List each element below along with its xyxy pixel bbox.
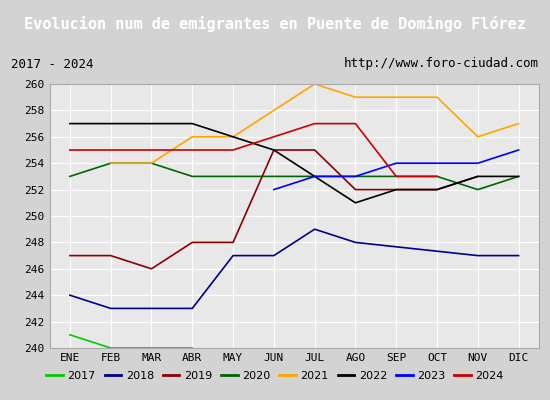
- Text: 2017 - 2024: 2017 - 2024: [11, 58, 94, 70]
- Text: Evolucion num de emigrantes en Puente de Domingo Flórez: Evolucion num de emigrantes en Puente de…: [24, 16, 526, 32]
- Text: http://www.foro-ciudad.com: http://www.foro-ciudad.com: [344, 58, 539, 70]
- Legend: 2017, 2018, 2019, 2020, 2021, 2022, 2023, 2024: 2017, 2018, 2019, 2020, 2021, 2022, 2023…: [42, 366, 508, 386]
